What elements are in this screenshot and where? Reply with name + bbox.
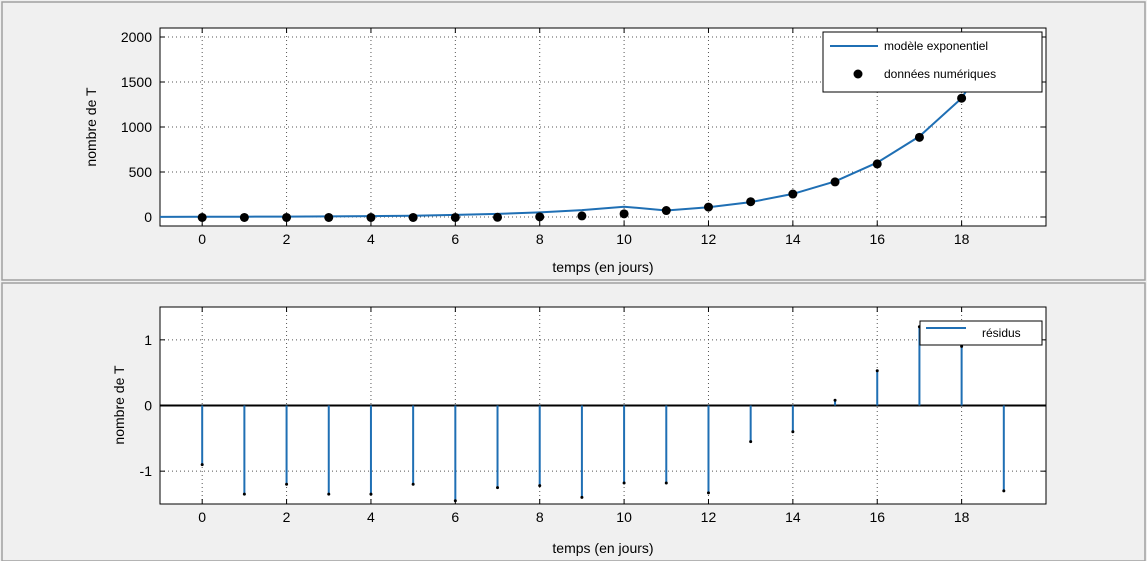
residual-tip — [242, 492, 246, 496]
x-axis-label: temps (en jours) — [552, 259, 653, 275]
x-tick-label: 8 — [536, 231, 544, 247]
data-point — [408, 212, 418, 222]
data-point — [661, 206, 671, 216]
x-tick-label: 0 — [198, 509, 206, 525]
series — [160, 325, 1046, 503]
x-tick-label: 16 — [869, 231, 885, 247]
y-tick-label: -1 — [140, 463, 153, 479]
legend: résidus — [919, 320, 1043, 346]
data-point — [957, 93, 967, 103]
y-tick-label: 1000 — [121, 119, 152, 135]
residual-tip — [749, 440, 753, 444]
x-tick-label: 4 — [367, 509, 375, 525]
data-point — [872, 159, 882, 169]
residual-tip — [496, 486, 500, 490]
residual-tip — [453, 499, 457, 503]
residual-tip — [833, 398, 837, 402]
x-axis-label: temps (en jours) — [552, 540, 653, 556]
x-tick-label: 10 — [616, 231, 632, 247]
x-tick-label: 12 — [701, 231, 717, 247]
y-axis-label: nombre de T — [83, 87, 99, 167]
series — [159, 31, 1005, 222]
residual-tip — [327, 492, 331, 496]
data-point — [239, 212, 249, 222]
legend-label-data: données numériques — [884, 67, 996, 81]
x-tick-label: 12 — [701, 509, 717, 525]
data-point — [493, 212, 503, 222]
ticks: 0 2 4 6 8 10 12 14 16 18 -1 0 1 — [140, 307, 1046, 525]
y-tick-label: 500 — [129, 164, 153, 180]
x-tick-label: 18 — [954, 509, 970, 525]
x-tick-label: 18 — [954, 231, 970, 247]
data-point — [914, 132, 924, 142]
residual-tip — [200, 463, 204, 467]
residual-tip — [664, 481, 668, 485]
residual-tip — [580, 495, 584, 499]
plot-area — [159, 27, 1047, 227]
x-tick-label: 8 — [536, 509, 544, 525]
x-tick-label: 16 — [869, 509, 885, 525]
data-point — [619, 209, 629, 219]
y-axis-label: nombre de T — [111, 365, 127, 445]
x-tick-label: 14 — [785, 231, 801, 247]
x-tick-label: 14 — [785, 509, 801, 525]
ticks: 0 2 4 6 8 10 12 14 16 18 0 500 1000 1500 2000 — [121, 28, 1046, 247]
residual-tip — [1002, 489, 1006, 493]
data-point — [282, 212, 292, 222]
y-tick-label: 0 — [144, 398, 152, 414]
residual-tip — [875, 369, 879, 373]
x-tick-label: 10 — [616, 509, 632, 525]
exponential-model-chart: 0 2 4 6 8 10 12 14 16 18 0 500 1000 1500 2000 temps (e… — [83, 27, 1047, 275]
data-point — [830, 177, 840, 187]
residual-tip — [706, 491, 710, 495]
residual-tip — [369, 492, 373, 496]
data-point — [535, 212, 545, 222]
legend-box — [822, 31, 1043, 93]
x-tick-label: 6 — [451, 509, 459, 525]
legend: modèle exponentiel données numériques — [822, 31, 1043, 93]
y-tick-label: 2000 — [121, 29, 152, 45]
data-point — [788, 189, 798, 199]
data-point — [324, 212, 334, 222]
x-tick-label: 6 — [451, 231, 459, 247]
residual-tip — [411, 482, 415, 486]
residual-tip — [538, 484, 542, 488]
legend-marker-swatch — [853, 69, 863, 79]
x-tick-label: 4 — [367, 231, 375, 247]
residuals-chart: 0 2 4 6 8 10 12 14 16 18 -1 0 1 temps (en jours) nom… — [111, 306, 1047, 556]
data-point — [746, 197, 756, 207]
y-tick-label: 0 — [144, 209, 152, 225]
x-tick-label: 0 — [198, 231, 206, 247]
model-line — [159, 31, 1005, 218]
data-point — [197, 212, 207, 222]
legend-box — [919, 320, 1043, 346]
data-point — [450, 212, 460, 222]
residual-tip — [960, 344, 964, 348]
data-point — [577, 211, 587, 221]
residual-tip — [285, 482, 289, 486]
y-tick-label: 1500 — [121, 74, 152, 90]
residual-tip — [622, 481, 626, 485]
x-tick-label: 2 — [283, 509, 291, 525]
x-tick-label: 2 — [283, 231, 291, 247]
legend-label-model: modèle exponentiel — [884, 39, 988, 53]
data-point — [366, 212, 376, 222]
legend-label-residuals: résidus — [982, 326, 1021, 340]
residual-tip — [791, 430, 795, 434]
y-tick-label: 1 — [144, 332, 152, 348]
data-point — [703, 202, 713, 212]
